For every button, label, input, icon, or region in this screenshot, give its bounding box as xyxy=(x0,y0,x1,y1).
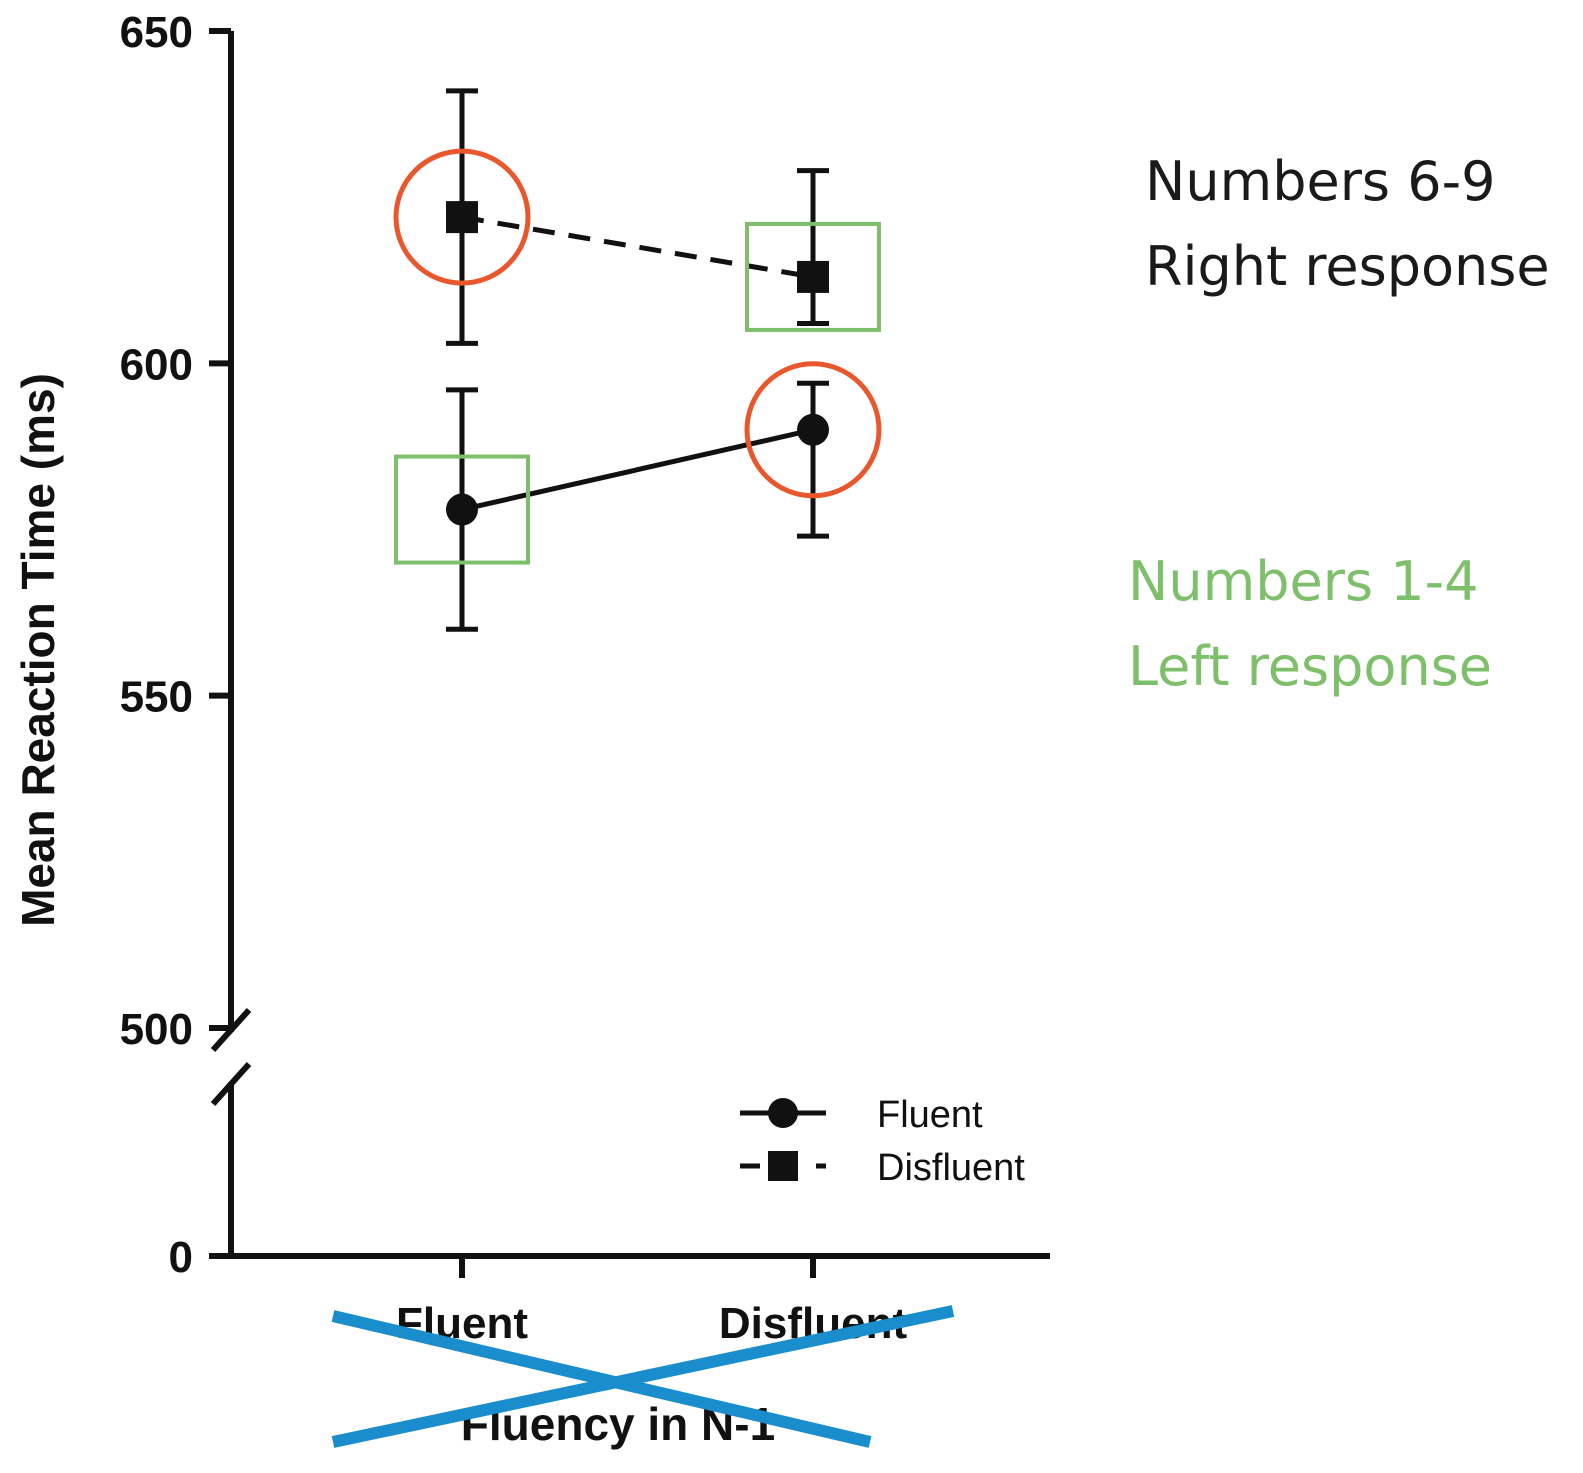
annotation-text: Numbers 6-9 xyxy=(1145,150,1495,213)
chart-marks xyxy=(446,88,829,632)
axis-break-mark xyxy=(210,1061,252,1107)
series-line-fluent xyxy=(461,427,814,512)
legend-label-fluent: Fluent xyxy=(877,1094,983,1136)
strike-line xyxy=(331,1310,872,1448)
highlight-markers xyxy=(393,148,882,565)
y-tick-label: 600 xyxy=(120,340,193,389)
annotation-text: Numbers 1-4 xyxy=(1128,550,1478,613)
y-tick-label: 550 xyxy=(120,673,193,722)
y-tick-label: 0 xyxy=(169,1233,193,1282)
legend: Fluent Disfluent xyxy=(740,1094,1025,1189)
highlight-circle xyxy=(393,148,531,286)
x-axis-strike-through xyxy=(331,1305,955,1448)
data-point-disfluent xyxy=(446,201,478,234)
data-point-fluent xyxy=(446,493,478,526)
highlight-square xyxy=(394,454,530,565)
highlight-circle xyxy=(744,361,882,499)
data-point-fluent xyxy=(797,413,829,446)
y-tick-label: 500 xyxy=(120,1005,193,1054)
legend-label-disfluent: Disfluent xyxy=(877,1147,1025,1189)
legend-marker-fluent xyxy=(768,1098,798,1128)
y-tick-label: 650 xyxy=(120,8,193,57)
annotation-text: Left response xyxy=(1128,635,1492,698)
highlight-square xyxy=(745,221,881,332)
series-line-disfluent xyxy=(461,214,814,280)
annotation-text: Right response xyxy=(1145,235,1550,298)
strike-line xyxy=(331,1305,955,1448)
data-point-disfluent xyxy=(797,260,829,293)
legend-marker-disfluent xyxy=(768,1151,798,1181)
annotations: Numbers 6-9 Right response Numbers 1-4 Left… xyxy=(1128,150,1550,698)
y-axis-title: Mean Reaction Time (ms) xyxy=(12,373,64,927)
